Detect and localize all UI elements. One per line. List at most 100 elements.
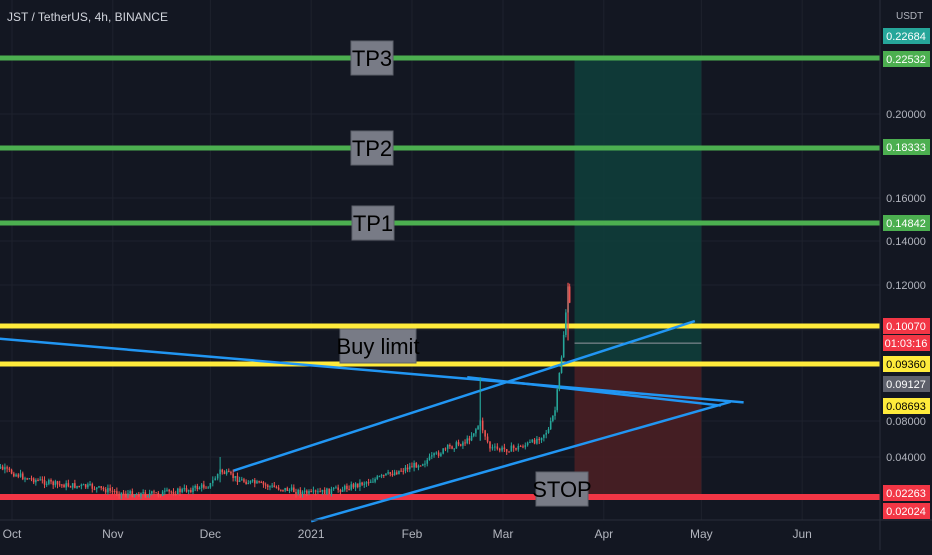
candle-body: [65, 483, 67, 488]
price-badge-bg: [883, 51, 930, 67]
candle-body: [477, 426, 479, 430]
candle-body: [78, 485, 81, 487]
candle-body: [387, 472, 389, 474]
candle-body: [253, 480, 256, 484]
price-badge: 0.14842: [883, 215, 930, 231]
candle-body: [30, 478, 33, 480]
x-tick-label: Nov: [102, 527, 123, 541]
trendlines[interactable]: [0, 319, 744, 523]
grid: [0, 0, 880, 520]
candle-body: [343, 485, 346, 490]
candle-body: [531, 439, 534, 442]
candle-body: [426, 460, 429, 464]
candle-body: [125, 493, 127, 496]
candle-body: [185, 488, 188, 492]
candle-body: [133, 494, 136, 497]
y-tick-label: 0.12000: [886, 280, 926, 292]
candle-body: [35, 480, 37, 483]
candle-body: [462, 442, 464, 446]
candle-body: [312, 490, 315, 492]
candle-body: [221, 469, 224, 473]
x-tick-label: Dec: [200, 527, 221, 541]
candle-body: [161, 491, 164, 496]
horizontal-levels[interactable]: [0, 55, 880, 500]
price-badge-bg: [883, 376, 930, 392]
tp3-label: TP3: [350, 40, 394, 76]
candle-body: [556, 389, 558, 411]
price-badge-bg: [883, 503, 930, 519]
candle-body: [216, 474, 219, 479]
candle-body: [348, 488, 350, 490]
candle-body: [522, 446, 524, 448]
candle-body: [172, 491, 175, 495]
wedge-trendline: [467, 375, 721, 407]
price-badge-bg: [883, 485, 930, 501]
y-tick-label: 0.08000: [886, 416, 926, 428]
candle-body: [337, 487, 339, 490]
candle-body: [549, 420, 552, 430]
stop-label-text: STOP: [532, 477, 592, 502]
candle-body: [209, 483, 212, 488]
candle-body: [28, 478, 31, 480]
candle-body: [376, 476, 379, 480]
candle-body: [157, 492, 160, 496]
candle-body: [211, 480, 214, 484]
candle-body: [120, 492, 123, 496]
candle-body: [89, 483, 91, 485]
candle-body: [264, 484, 267, 486]
candle-body: [61, 484, 63, 486]
candle-body: [472, 433, 475, 436]
candle-body: [203, 484, 205, 488]
x-tick-label: Apr: [594, 527, 613, 541]
candle-body: [540, 437, 543, 441]
candle-body: [232, 473, 234, 478]
candle-body: [19, 473, 22, 477]
candle-body: [243, 479, 245, 482]
candle-body: [356, 483, 359, 488]
candle-body: [91, 483, 94, 489]
candle-body: [486, 436, 489, 442]
candle-body: [361, 482, 363, 485]
stop-zone: [574, 364, 702, 497]
candle-body: [491, 447, 494, 449]
candle-body: [484, 430, 486, 437]
candle-body: [339, 489, 342, 492]
candle-body: [190, 490, 192, 493]
candle-body: [74, 483, 76, 488]
candle-body: [515, 448, 517, 450]
candle-body: [428, 456, 431, 461]
candle-body: [512, 445, 515, 449]
candle-body: [404, 467, 407, 472]
candle-body: [50, 479, 52, 482]
price-badge-text: 0.18333: [886, 142, 926, 154]
label-box: [535, 471, 589, 507]
candle-body: [144, 492, 147, 497]
candle-body: [100, 486, 103, 488]
price-badge: 0.08693: [883, 398, 930, 414]
candle-body: [330, 489, 333, 495]
price-badge-bg: [883, 356, 930, 372]
price-badge: 01:03:16: [883, 335, 930, 351]
candle-body: [230, 471, 232, 474]
candle-body: [198, 487, 201, 490]
candle-body: [95, 487, 98, 490]
candle-body: [280, 489, 282, 491]
candle-body: [200, 484, 203, 488]
candle-body: [545, 432, 548, 435]
candle-body: [271, 485, 273, 487]
candle-body: [526, 442, 529, 446]
symbol-title: JST / TetherUS, 4h, BINANCE: [7, 10, 168, 24]
candle-body: [402, 470, 405, 472]
candle-body: [350, 484, 353, 490]
candle-body: [328, 488, 330, 495]
candle-body: [58, 484, 61, 486]
x-tick-label: May: [690, 527, 713, 541]
candle-body: [317, 491, 319, 493]
candle-body: [354, 483, 357, 488]
candle-body: [214, 478, 217, 481]
price-badge: 0.09127: [883, 376, 930, 392]
candle-body: [457, 442, 460, 445]
candle-body: [382, 474, 385, 476]
